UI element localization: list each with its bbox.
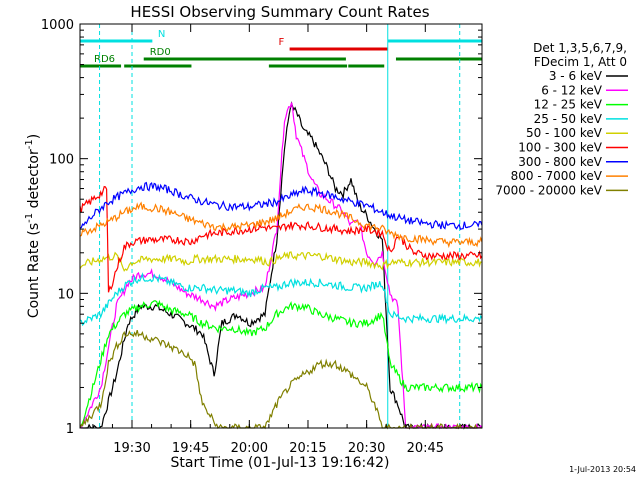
y-axis-label-main: Count Rate (s xyxy=(26,223,42,318)
observing-state-bars: N F RD0 RD6 xyxy=(80,29,482,68)
bar-label-rd0: RD0 xyxy=(150,47,171,58)
x-tick-label: 19:30 xyxy=(113,441,150,456)
legend-header-2: FDecim 1, Att 0 xyxy=(534,55,627,69)
legend-label: 800 - 7000 keV xyxy=(511,169,603,183)
chart-title: HESSI Observing Summary Count Rates xyxy=(130,3,429,21)
plot-frame xyxy=(79,23,483,429)
y-axis-label-end: ) xyxy=(26,134,42,139)
series-line-300-800-keV xyxy=(79,181,483,230)
x-tick-label: 20:30 xyxy=(348,441,385,456)
x-tick-label: 19:45 xyxy=(172,441,209,456)
legend-label: 3 - 6 keV xyxy=(549,69,603,83)
y-tick-label: 100 xyxy=(49,153,74,168)
series-line-50-100-keV xyxy=(79,251,483,272)
y-axis-label-mid: detector xyxy=(26,149,42,213)
y-axis-label-sup1: -1 xyxy=(24,213,35,223)
series-line-800-7000-keV xyxy=(79,201,483,249)
y-axis-label: Count Rate (s-1 detector-1) xyxy=(24,134,42,318)
legend-label: 12 - 25 keV xyxy=(534,98,603,112)
series-line-100-300-keV xyxy=(79,185,483,293)
series-line-7000-20000-keV xyxy=(79,329,482,430)
marker-lines xyxy=(99,24,461,428)
y-axis-ticks: 1 10 100 1000 xyxy=(41,18,482,437)
y-tick-label: 1 xyxy=(66,422,74,437)
series-line-25-50-keV xyxy=(79,272,483,327)
x-tick-label: 20:45 xyxy=(407,441,444,456)
x-axis-label: Start Time (01-Jul-13 19:16:42) xyxy=(170,455,389,471)
legend-label: 100 - 300 keV xyxy=(518,141,602,155)
legend-label: 6 - 12 keV xyxy=(541,83,603,97)
timestamp: 1-Jul-2013 20:54 xyxy=(569,465,636,474)
x-tick-label: 20:00 xyxy=(231,441,268,456)
y-tick-label: 10 xyxy=(57,287,74,302)
legend-label: 7000 - 20000 keV xyxy=(495,183,602,197)
series-line-6-12-keV xyxy=(79,102,483,430)
bar-label-n: N xyxy=(158,29,165,40)
legend-header-1: Det 1,3,5,6,7,9, xyxy=(533,41,627,55)
legend-label: 300 - 800 keV xyxy=(518,155,602,169)
y-tick-label: 1000 xyxy=(41,18,74,33)
series-line-12-25-keV xyxy=(79,299,483,429)
series-line-3-6-keV xyxy=(79,101,483,430)
x-tick-label: 20:15 xyxy=(289,441,326,456)
series-lines xyxy=(79,101,483,430)
legend-label: 25 - 50 keV xyxy=(534,112,603,126)
bar-label-f: F xyxy=(278,37,284,48)
bar-label-rd6: RD6 xyxy=(94,54,115,65)
y-axis-label-sup2: -1 xyxy=(24,139,35,149)
x-axis-ticks: 19:30 19:45 20:00 20:15 20:30 20:45 xyxy=(92,24,465,456)
legend: Det 1,3,5,6,7,9, FDecim 1, Att 0 3 - 6 k… xyxy=(495,41,628,197)
legend-label: 50 - 100 keV xyxy=(526,126,603,140)
